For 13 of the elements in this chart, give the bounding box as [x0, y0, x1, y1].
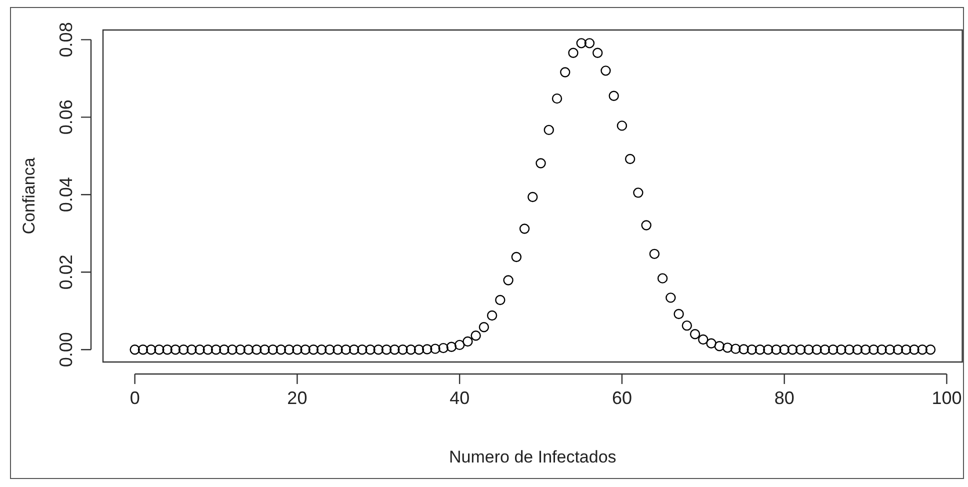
x-tick-label: 100 — [932, 388, 962, 408]
y-axis-title: Confianca — [20, 157, 39, 234]
y-tick-label: 0.08 — [56, 22, 76, 58]
x-tick-label: 0 — [130, 388, 140, 408]
y-tick-label: 0.02 — [56, 254, 76, 290]
x-tick-label: 20 — [287, 388, 308, 408]
x-tick-label: 60 — [612, 388, 632, 408]
y-tick-label: 0.06 — [56, 100, 76, 135]
y-tick-label: 0.00 — [56, 332, 76, 368]
x-tick-label: 40 — [450, 388, 470, 408]
y-tick-label: 0.04 — [56, 177, 76, 212]
x-axis-title: Numero de Infectados — [449, 448, 616, 467]
x-tick-label: 80 — [774, 388, 794, 408]
